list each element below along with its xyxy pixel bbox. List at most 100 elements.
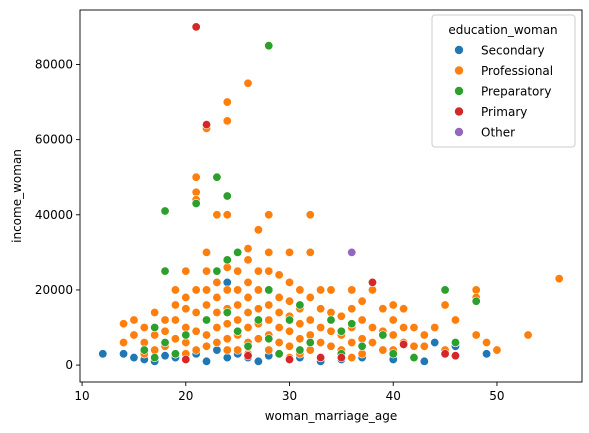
point-secondary-2 — [129, 353, 139, 363]
point-professional-83 — [264, 345, 274, 355]
point-professional-141 — [409, 323, 419, 333]
point-professional-14 — [170, 300, 180, 310]
point-professional-73 — [253, 304, 263, 314]
point-secondary-25 — [430, 338, 440, 348]
point-professional-1 — [119, 338, 129, 348]
point-primary-6 — [336, 353, 346, 363]
point-primary-7 — [367, 277, 377, 287]
point-preparatory-0 — [139, 345, 149, 355]
point-professional-63 — [243, 255, 253, 265]
point-professional-51 — [222, 319, 232, 329]
point-professional-76 — [264, 210, 274, 220]
legend-label-professional: Professional — [481, 64, 553, 78]
point-professional-101 — [305, 210, 315, 220]
point-professional-64 — [243, 277, 253, 287]
point-primary-2 — [202, 120, 212, 130]
x-tick-label-0: 10 — [74, 389, 89, 403]
point-professional-52 — [222, 334, 232, 344]
legend: education_woman Secondary Professional Pre… — [431, 14, 576, 148]
point-professional-139 — [399, 323, 409, 333]
point-professional-80 — [264, 300, 274, 310]
point-professional-98 — [295, 319, 305, 329]
point-professional-66 — [243, 307, 253, 317]
point-preparatory-35 — [440, 285, 450, 295]
point-professional-41 — [212, 292, 222, 302]
point-professional-103 — [305, 292, 315, 302]
point-professional-154 — [492, 345, 502, 355]
y-tick-label-0: 0 — [65, 358, 73, 372]
point-professional-94 — [285, 341, 295, 351]
point-professional-5 — [139, 338, 149, 348]
point-professional-125 — [357, 315, 367, 325]
point-professional-61 — [243, 78, 253, 88]
point-preparatory-12 — [222, 191, 232, 201]
x-tick-label-3: 40 — [386, 389, 401, 403]
point-preparatory-6 — [170, 349, 180, 359]
y-axis: 0 20000 40000 60000 80000 — [35, 57, 80, 372]
point-professional-142 — [409, 341, 419, 351]
point-professional-86 — [274, 307, 284, 317]
point-professional-19 — [181, 292, 191, 302]
point-preparatory-2 — [150, 323, 160, 333]
point-primary-10 — [450, 351, 460, 361]
point-professional-43 — [212, 323, 222, 333]
point-professional-89 — [285, 247, 295, 257]
point-professional-75 — [253, 334, 263, 344]
point-professional-16 — [170, 334, 180, 344]
point-professional-13 — [170, 285, 180, 295]
point-professional-24 — [191, 172, 201, 182]
point-professional-113 — [326, 307, 336, 317]
point-secondary-24 — [419, 356, 429, 366]
point-professional-3 — [129, 315, 139, 325]
point-preparatory-23 — [285, 315, 295, 325]
point-professional-152 — [471, 330, 481, 340]
point-preparatory-33 — [388, 349, 398, 359]
point-preparatory-20 — [264, 285, 274, 295]
point-professional-91 — [285, 296, 295, 306]
point-professional-138 — [399, 304, 409, 314]
point-professional-0 — [119, 319, 129, 329]
point-professional-47 — [222, 210, 232, 220]
point-professional-93 — [285, 326, 295, 336]
point-professional-62 — [243, 244, 253, 254]
point-professional-130 — [367, 338, 377, 348]
point-professional-126 — [357, 334, 367, 344]
point-secondary-9 — [202, 356, 212, 366]
x-axis: 10 20 30 40 50 — [74, 382, 505, 403]
point-professional-116 — [336, 311, 346, 321]
point-professional-46 — [222, 116, 232, 126]
legend-marker-other — [454, 127, 464, 137]
x-tick-label-4: 50 — [489, 389, 504, 403]
y-tick-label-3: 60000 — [35, 133, 73, 147]
point-professional-102 — [305, 247, 315, 257]
legend-label-preparatory: Preparatory — [481, 85, 551, 99]
point-professional-70 — [253, 225, 263, 235]
x-tick-label-2: 30 — [282, 389, 297, 403]
points-layer — [98, 22, 564, 366]
point-preparatory-5 — [160, 338, 170, 348]
point-professional-30 — [191, 345, 201, 355]
point-primary-3 — [243, 351, 253, 361]
point-preparatory-13 — [222, 255, 232, 265]
legend-marker-professional — [454, 65, 464, 76]
y-tick-label-1: 20000 — [35, 283, 73, 297]
point-professional-28 — [191, 307, 201, 317]
point-preparatory-17 — [243, 341, 253, 351]
y-tick-label-4: 80000 — [35, 57, 73, 71]
point-professional-35 — [202, 300, 212, 310]
point-preparatory-9 — [202, 315, 212, 325]
point-professional-81 — [264, 315, 274, 325]
point-professional-96 — [295, 285, 305, 295]
point-professional-122 — [347, 338, 357, 348]
point-preparatory-24 — [295, 300, 305, 310]
point-primary-0 — [181, 354, 191, 364]
point-professional-39 — [212, 210, 222, 220]
point-professional-144 — [419, 341, 429, 351]
point-professional-153 — [482, 338, 492, 348]
x-axis-title: woman_marriage_age — [265, 409, 398, 423]
point-professional-4 — [139, 323, 149, 333]
point-professional-143 — [419, 330, 429, 340]
point-professional-71 — [253, 266, 263, 276]
point-professional-145 — [430, 323, 440, 333]
point-professional-44 — [212, 338, 222, 348]
